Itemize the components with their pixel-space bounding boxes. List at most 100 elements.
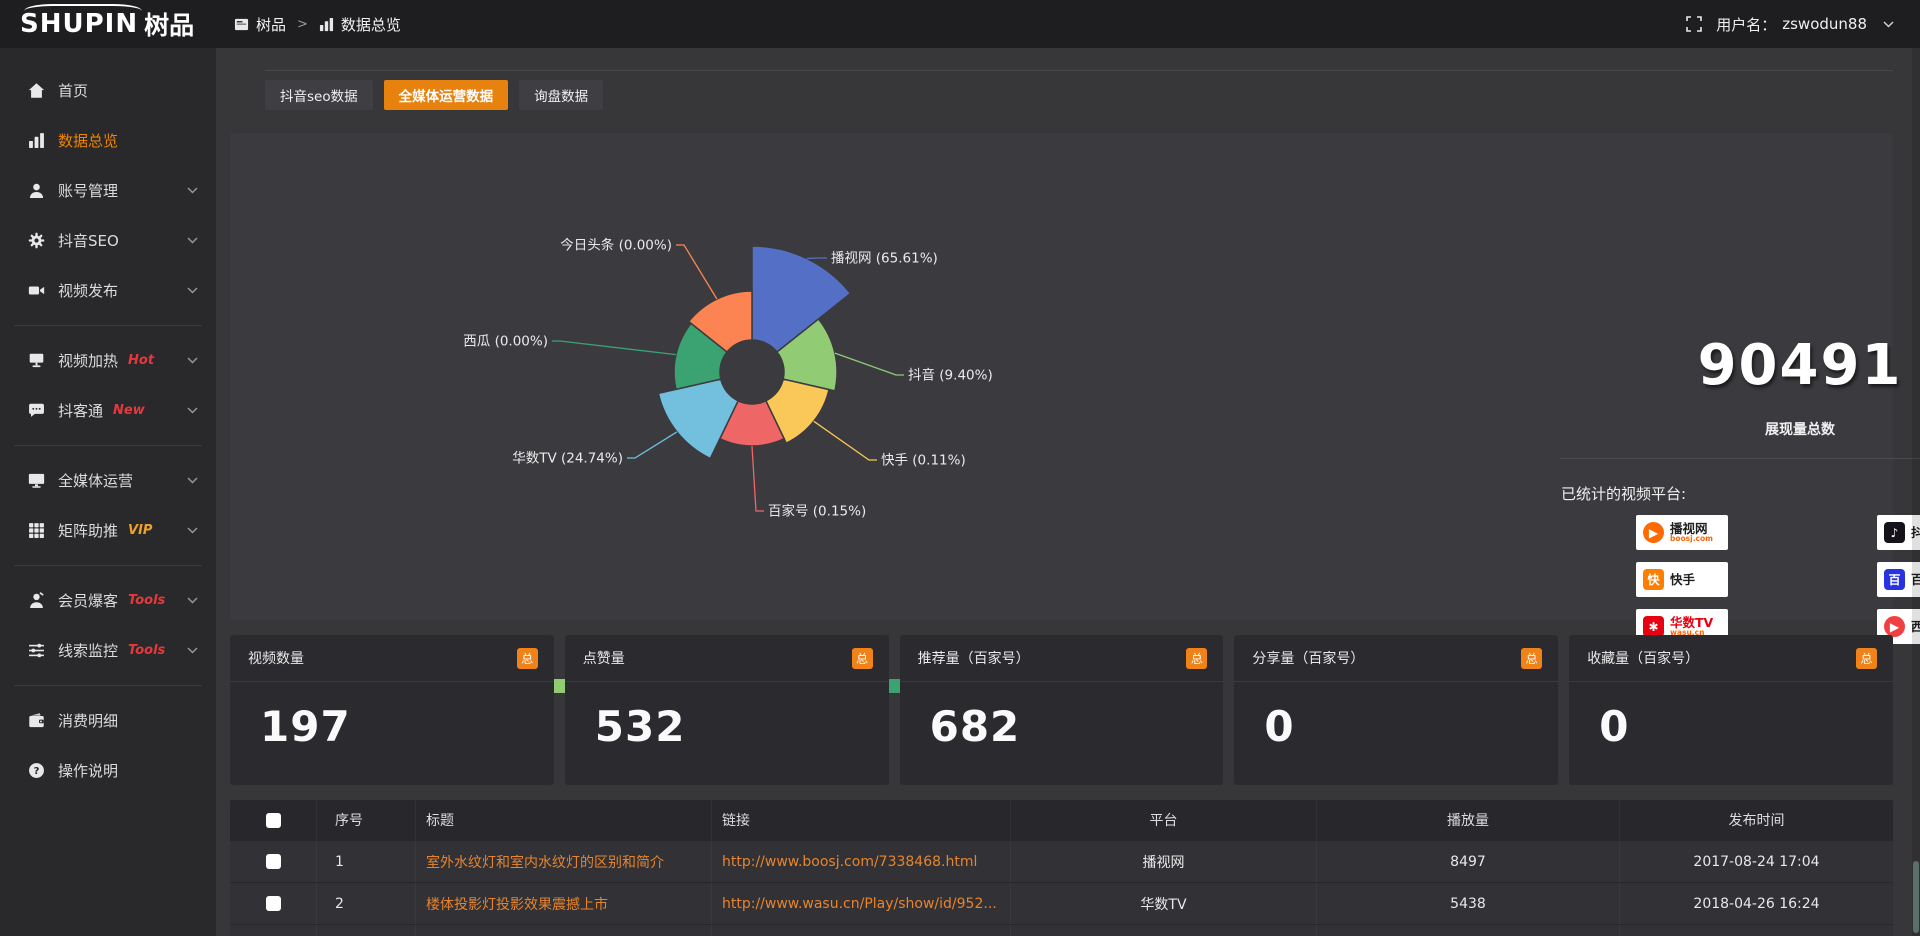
sidebar-item-视频发布[interactable]: 视频发布 <box>0 265 216 315</box>
table-row[interactable]: 2 楼体投影灯投影效果震撼上市 http://www.wasu.cn/Play/sh… <box>230 883 1893 925</box>
stat-card-header: 收藏量（百家号） 总 <box>1569 635 1893 682</box>
topbar-right: 用户名： zswodun88 <box>1686 14 1920 35</box>
breadcrumb-root[interactable]: 树品 <box>256 15 287 34</box>
breadcrumb-current[interactable]: 数据总览 <box>340 15 401 34</box>
cell-platform: 华数TV <box>1011 883 1317 924</box>
row-checkbox[interactable] <box>265 854 281 869</box>
sidebar-item-label: 首页 <box>58 81 89 100</box>
sidebar-divider <box>0 315 216 335</box>
cell-plays: 8497 <box>1317 841 1620 882</box>
pie-slice-播视网[interactable] <box>751 245 852 354</box>
platform-badge-百家号[interactable]: 百百家号 <box>1877 562 1920 597</box>
platform-text: 华数TV wasu.cn <box>1670 616 1713 637</box>
pie-slice-抖音[interactable] <box>775 317 838 392</box>
table-row[interactable]: 1 室外水纹灯和室内水纹灯的区别和简介 http://www.boosj.com/7… <box>230 841 1893 883</box>
stat-card-分享量（百家号）: 分享量（百家号） 总 0 <box>1234 635 1559 785</box>
page-scrollbar[interactable] <box>1912 48 1920 936</box>
pie-slice-今日头条[interactable] <box>687 290 753 354</box>
row-checkbox-cell <box>230 883 317 924</box>
pie-label-今日头条: 今日头条 (0.00%) <box>560 237 672 254</box>
chevron-down-icon[interactable] <box>187 406 198 414</box>
sidebar-item-label: 账号管理 <box>58 181 119 200</box>
chevron-down-icon[interactable] <box>187 526 198 534</box>
sidebar-item-首页[interactable]: 首页 <box>0 65 216 115</box>
sidebar-divider <box>0 675 216 695</box>
sidebar-item-抖音SEO[interactable]: 抖音SEO <box>0 215 216 265</box>
platform-subtext: boosj.com <box>1670 534 1713 544</box>
stat-card-header: 点赞量 总 <box>564 635 889 682</box>
tab-抖音seo数据[interactable]: 抖音seo数据 <box>265 80 373 110</box>
sidebar-item-抖客通[interactable]: 抖客通 New <box>0 385 216 435</box>
chevron-down-icon[interactable] <box>187 476 198 484</box>
fullscreen-icon[interactable] <box>1686 16 1703 32</box>
kuaishou-logo: 快 <box>1643 569 1664 590</box>
sidebar: 首页 数据总览 账号管理 抖音SEO 视频发布 视频加热 Hot 抖客通 New 全媒体运营 矩阵助… <box>0 48 216 936</box>
breadcrumb-divider <box>265 70 1893 71</box>
platform-name: 快手 <box>1670 571 1696 587</box>
cell-title[interactable]: 楼体投影灯投影效果震撼上市 <box>416 883 712 924</box>
summary-divider <box>1560 458 1920 459</box>
chevron-down-icon[interactable] <box>187 646 198 654</box>
scrollbar-thumb[interactable] <box>1913 861 1919 933</box>
stat-card-header: 分享量（百家号） 总 <box>1234 635 1559 682</box>
sidebar-item-label: 抖音SEO <box>58 231 119 250</box>
overview-panel: 播视网 (65.61%) 抖音 (9.40%) 快手 (0.11%) 百家号 (0.1… <box>230 133 1920 695</box>
sidebar-item-消费明细[interactable]: 消费明细 <box>0 695 216 745</box>
logo-arc <box>24 4 142 18</box>
total-impressions-label: 展现量总数 <box>1765 422 1835 438</box>
username-value[interactable]: zswodun88 <box>1782 15 1867 33</box>
sidebar-item-账号管理[interactable]: 账号管理 <box>0 165 216 215</box>
table-header-标题: 标题 <box>416 800 712 840</box>
platform-name: 西瓜视频 <box>1911 618 1920 634</box>
sidebar-item-会员爆客[interactable]: 会员爆客 Tools <box>0 575 216 625</box>
sidebar-item-label: 矩阵助推 <box>58 521 119 540</box>
total-badge[interactable]: 总 <box>516 647 538 669</box>
sidebar-item-全媒体运营[interactable]: 全媒体运营 <box>0 455 216 505</box>
cell-publish-time: 2018-04-26 16:24 <box>1693 895 1820 912</box>
divider-line <box>14 684 202 686</box>
sidebar-item-badge: New <box>113 402 145 418</box>
chevron-down-icon[interactable] <box>187 186 198 194</box>
cell-link[interactable]: http://www.boosj.com/7338468.html <box>712 841 1011 882</box>
video-icon <box>28 282 45 299</box>
table-row[interactable] <box>230 925 1893 936</box>
sidebar-item-线索监控[interactable]: 线索监控 Tools <box>0 625 216 675</box>
chevron-down-icon[interactable] <box>1883 20 1894 28</box>
total-badge[interactable]: 总 <box>1521 647 1543 669</box>
stat-card-header: 推荐量（百家号） 总 <box>899 635 1224 682</box>
cell-title[interactable]: 室外水纹灯和室内水纹灯的区别和简介 <box>416 841 712 882</box>
wasu-logo: ✱ <box>1643 616 1664 637</box>
row-checkbox-cell <box>230 841 317 882</box>
total-badge[interactable]: 总 <box>1855 647 1877 669</box>
label-line-今日头条 <box>676 244 718 300</box>
platform-badge-播视网[interactable]: ▶ 播视网 boosj.com <box>1636 515 1728 550</box>
pie-slice-快手[interactable] <box>764 378 830 445</box>
platform-text: 抖音 <box>1911 526 1920 539</box>
row-checkbox[interactable] <box>265 896 281 911</box>
platform-text: 快手 <box>1670 573 1695 586</box>
total-badge[interactable]: 总 <box>851 647 873 669</box>
sidebar-item-矩阵助推[interactable]: 矩阵助推 VIP <box>0 505 216 555</box>
chevron-down-icon[interactable] <box>187 356 198 364</box>
wallet-icon <box>28 712 45 729</box>
select-all-checkbox[interactable] <box>265 812 281 828</box>
sidebar-item-数据总览[interactable]: 数据总览 <box>0 115 216 165</box>
pie-slice-华数TV[interactable] <box>657 378 740 460</box>
cell-link[interactable]: http://www.wasu.cn/Play/show/id/952... <box>712 883 1011 924</box>
sidebar-divider <box>0 435 216 455</box>
xigua-logo: ▶ <box>1884 616 1905 637</box>
tab-全媒体运营数据[interactable]: 全媒体运营数据 <box>383 80 509 110</box>
platform-badges-right: ♪ 抖音百百家号 ▶ 西瓜视频 <box>1877 515 1920 644</box>
stat-card-label: 推荐量（百家号） <box>917 651 1030 667</box>
table-header-播放量: 播放量 <box>1317 800 1620 840</box>
total-badge[interactable]: 总 <box>1186 647 1208 669</box>
chevron-down-icon[interactable] <box>187 596 198 604</box>
platform-badge-快手[interactable]: 快快手 <box>1636 562 1728 597</box>
app-logo: SHUPIN 树品 <box>0 0 216 48</box>
platform-badge-抖音[interactable]: ♪ 抖音 <box>1877 515 1920 550</box>
sidebar-item-视频加热[interactable]: 视频加热 Hot <box>0 335 216 385</box>
tab-询盘数据[interactable]: 询盘数据 <box>519 80 604 110</box>
chevron-down-icon[interactable] <box>187 286 198 294</box>
chevron-down-icon[interactable] <box>187 236 198 244</box>
sidebar-item-操作说明[interactable]: ? 操作说明 <box>0 745 216 795</box>
